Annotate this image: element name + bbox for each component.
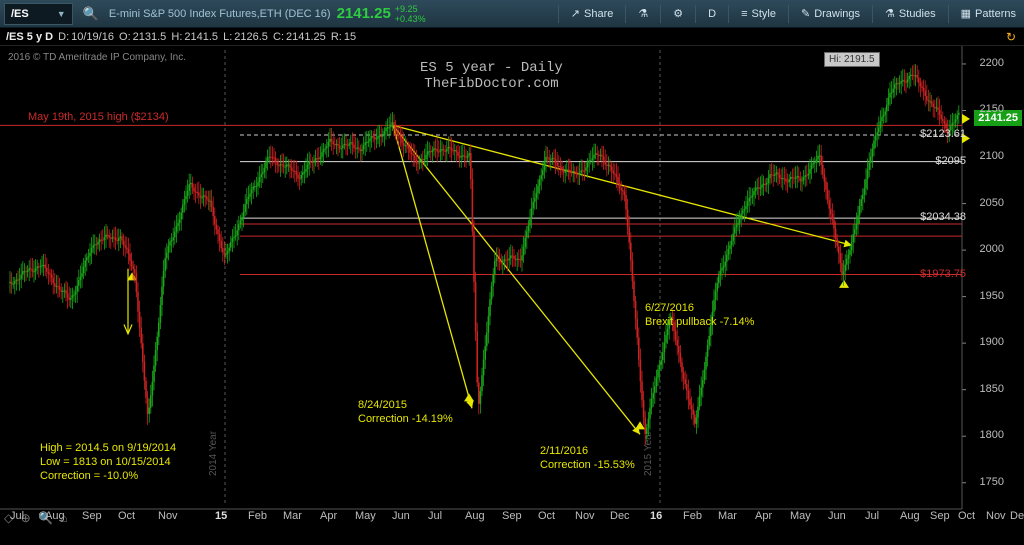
price-line-label: $1973.75 [920, 268, 966, 280]
x-axis-label: May [355, 510, 376, 522]
svg-text:2014 Year: 2014 Year [208, 430, 219, 476]
candle-icon: ≡ [741, 8, 747, 20]
x-axis-label: Feb [248, 510, 267, 522]
y-axis-label: 2050 [980, 197, 1004, 209]
x-axis-label: Aug [45, 510, 65, 522]
gear-icon[interactable]: ⚙ [673, 7, 683, 20]
x-axis-label: Jun [392, 510, 410, 522]
style-button[interactable]: ≡ Style [741, 8, 776, 20]
y-axis-label: 2000 [980, 243, 1004, 255]
x-axis-label: 15 [215, 510, 227, 522]
x-axis-label: Jun [828, 510, 846, 522]
last-price: 2141.25 [337, 5, 391, 22]
price-change: +9.25+0.43% [395, 4, 426, 24]
symbol-description: E-mini S&P 500 Index Futures,ETH (DEC 16… [109, 8, 331, 20]
chevron-down-icon[interactable]: ▼ [57, 9, 66, 19]
x-axis-label: Jul [10, 510, 24, 522]
separator [558, 5, 559, 23]
high-badge: Hi: 2191.5 [824, 52, 880, 67]
patterns-icon: ▦ [961, 7, 971, 20]
x-axis-label: Nov [986, 510, 1006, 522]
y-axis-label: 1900 [980, 336, 1004, 348]
annot-aug2015: 8/24/2015 Correction -14.19% [358, 398, 453, 426]
y-axis-label: 2200 [980, 57, 1004, 69]
studies-button[interactable]: ⚗ Studies [885, 7, 936, 20]
chart-title: ES 5 year - DailyTheFibDoctor.com [420, 60, 563, 92]
price-line-label: $2123.61 [920, 128, 966, 140]
x-axis-label: Oct [538, 510, 555, 522]
refresh-icon[interactable]: ↻ [1006, 30, 1016, 44]
x-axis-label: Jul [865, 510, 879, 522]
y-axis-label: 1850 [980, 383, 1004, 395]
price-line-label: $2034.38 [920, 211, 966, 223]
y-axis-label: 2100 [980, 150, 1004, 162]
x-axis-label: Apr [320, 510, 337, 522]
symbol-text: /ES [11, 8, 29, 20]
x-axis-label: Feb [683, 510, 702, 522]
copyright-text: 2016 © TD Ameritrade IP Company, Inc. [8, 52, 186, 63]
x-axis-label: Oct [958, 510, 975, 522]
chart-area[interactable]: 2014 Year 2015 Year 2016 © TD Ameritrade … [0, 46, 1024, 527]
x-axis-label: Aug [900, 510, 920, 522]
y-axis-label: 1750 [980, 476, 1004, 488]
annot-feb2016: 2/11/2016 Correction -15.53% [540, 444, 635, 472]
search-icon[interactable]: 🔍 [83, 6, 99, 22]
x-axis-label: Jul [428, 510, 442, 522]
x-axis-label: 16 [650, 510, 662, 522]
x-axis-label: Sep [930, 510, 950, 522]
x-axis-label: Sep [502, 510, 522, 522]
patterns-button[interactable]: ▦ Patterns [961, 7, 1016, 20]
x-axis-label: Dec [1010, 510, 1024, 522]
share-icon: ↗ [571, 7, 580, 20]
main-toolbar: /ES ▼ 🔍 E-mini S&P 500 Index Futures,ETH… [0, 0, 1024, 28]
ohlc-infobar: /ES 5 y D D: 10/19/16 O: 2131.5 H: 2141.… [0, 28, 1024, 46]
may19-label: May 19th, 2015 high ($2134) [28, 111, 169, 123]
y-axis-label: 2150 [980, 103, 1004, 115]
annot-brexit: 6/27/2016 Brexit pullback -7.14% [645, 301, 754, 329]
svg-text:2015 Year: 2015 Year [643, 430, 654, 476]
share-button[interactable]: ↗ Share [571, 7, 614, 20]
x-axis-label: Oct [118, 510, 135, 522]
timeframe-button[interactable]: D [708, 8, 716, 20]
x-axis-label: Dec [610, 510, 630, 522]
x-axis-label: Sep [82, 510, 102, 522]
toolbar-right: ↗ Share ⚗ ⚙ D ≡ Style ✎ Drawings ⚗ Studi… [554, 0, 1024, 27]
y-axis-label: 1950 [980, 290, 1004, 302]
x-axis-label: Mar [283, 510, 302, 522]
x-axis-label: Apr [755, 510, 772, 522]
annot-2014-correction: High = 2014.5 on 9/19/2014 Low = 1813 on… [40, 441, 176, 483]
x-axis-label: Aug [465, 510, 485, 522]
drawings-button[interactable]: ✎ Drawings [801, 7, 860, 20]
symbol-input[interactable]: /ES ▼ [4, 3, 73, 25]
price-line-label: $2095 [935, 155, 966, 167]
x-axis-label: Nov [158, 510, 178, 522]
infobar-symbol: /ES 5 y D [6, 31, 53, 43]
flask-icon[interactable]: ⚗ [638, 7, 648, 20]
x-axis-label: May [790, 510, 811, 522]
x-axis-label: Mar [718, 510, 737, 522]
y-axis-label: 1800 [980, 429, 1004, 441]
flask-icon: ⚗ [885, 7, 895, 20]
pencil-icon: ✎ [801, 7, 810, 20]
x-axis-label: Nov [575, 510, 595, 522]
